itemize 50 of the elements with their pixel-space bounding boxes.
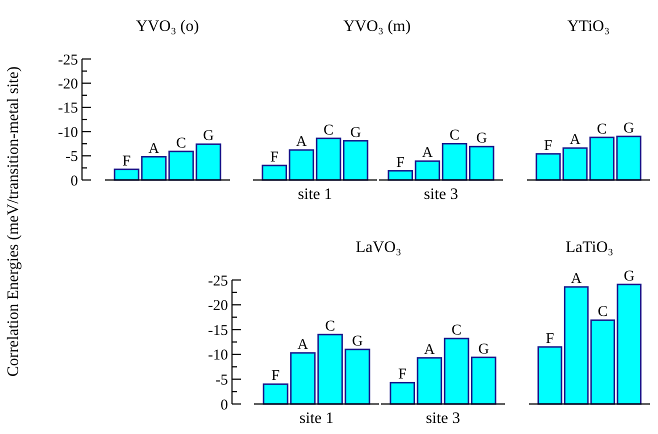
x-tick-label: F	[398, 366, 407, 383]
x-tick-label: G	[476, 130, 488, 147]
x-tick-label: F	[544, 138, 552, 154]
x-tick-label: G	[624, 268, 635, 284]
x-tick-label: F	[122, 153, 131, 170]
y-tick-label: -25	[58, 52, 78, 68]
x-tick-label: C	[452, 322, 462, 339]
y-tick-label: -20	[58, 76, 78, 92]
y-tick-label: -25	[208, 273, 228, 290]
chart-title: LaTiO₃	[566, 239, 614, 256]
x-axis-title: site 3	[426, 410, 460, 427]
x-tick-label: A	[297, 336, 308, 353]
x-axis-title: site 1	[298, 186, 332, 203]
x-tick-label: G	[203, 128, 214, 144]
x-tick-label: A	[422, 145, 434, 162]
x-tick-label: A	[296, 134, 308, 150]
chart-title: YVO₃ (m)	[343, 18, 411, 35]
x-tick-label: A	[570, 270, 582, 287]
chart-title: LaVO₃	[356, 239, 402, 256]
y-tick-label: -15	[58, 100, 78, 117]
x-axis-title: site 1	[299, 410, 334, 427]
x-tick-label: G	[350, 124, 362, 141]
y-tick-label: -15	[208, 322, 228, 339]
x-tick-label: G	[352, 333, 364, 350]
y-tick-label: 0	[70, 173, 78, 190]
x-tick-label: A	[424, 342, 436, 358]
x-tick-label: G	[623, 120, 634, 136]
y-axis-title: Correlation Energies (meV/transition-metal site)	[5, 66, 22, 377]
y-tick-label: 0	[220, 397, 228, 414]
y-tick-label: -10	[208, 348, 228, 364]
chart-title: YVO₃ (o)	[136, 18, 199, 35]
x-tick-label: C	[598, 304, 608, 320]
x-tick-label: F	[396, 154, 405, 171]
x-tick-label: C	[324, 122, 334, 138]
x-tick-label: C	[450, 128, 460, 144]
x-tick-label: F	[270, 149, 279, 166]
x-tick-label: C	[325, 318, 336, 335]
x-tick-label: C	[176, 135, 186, 152]
x-tick-label: A	[148, 140, 160, 157]
x-tick-label: C	[596, 121, 607, 138]
y-tick-label: -5	[216, 372, 228, 388]
y-tick-label: -5	[66, 149, 78, 166]
chart-title: YTiO₃	[567, 18, 610, 35]
x-tick-label: A	[570, 132, 581, 148]
y-tick-label: -20	[208, 298, 228, 314]
x-tick-label: F	[546, 330, 554, 347]
x-tick-label: F	[271, 368, 280, 384]
x-axis-title: site 3	[424, 186, 458, 203]
y-tick-label: -10	[58, 124, 78, 141]
x-tick-label: G	[478, 341, 490, 358]
